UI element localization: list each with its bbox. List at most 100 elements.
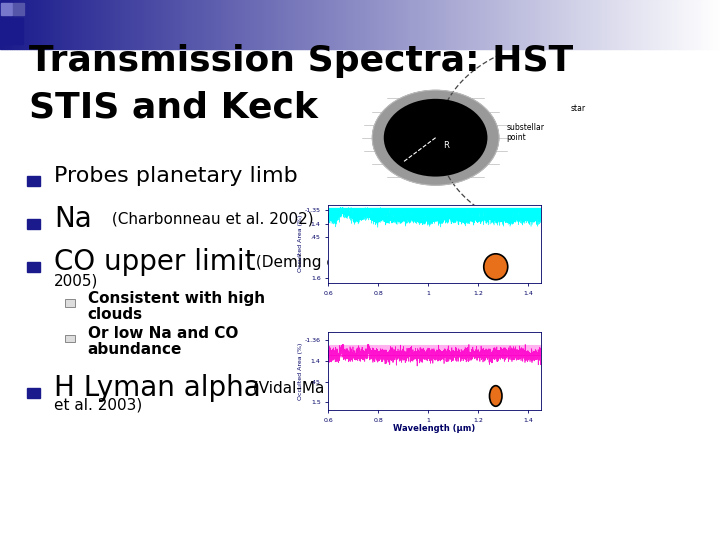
Bar	[564, 0, 567, 49]
Bar	[459, 0, 461, 49]
Bar	[7, 0, 9, 49]
Bar	[468, 0, 470, 49]
Bar	[125, 0, 127, 49]
Bar	[290, 0, 293, 49]
Bar	[571, 0, 574, 49]
Bar	[487, 0, 490, 49]
Bar	[209, 0, 211, 49]
Bar	[19, 0, 22, 49]
Bar	[0, 0, 2, 49]
Bar	[619, 0, 621, 49]
Bar	[715, 0, 718, 49]
Bar	[355, 0, 358, 49]
Bar	[718, 0, 720, 49]
Bar	[410, 0, 413, 49]
Bar	[221, 0, 223, 49]
Bar	[53, 0, 55, 49]
Text: R: R	[443, 141, 449, 151]
Bar	[218, 0, 221, 49]
Bar	[281, 0, 283, 49]
Bar	[698, 0, 701, 49]
Bar	[545, 0, 547, 49]
Bar	[554, 0, 557, 49]
Bar	[650, 0, 653, 49]
Bar	[192, 0, 194, 49]
Bar	[646, 0, 648, 49]
Bar	[96, 0, 99, 49]
Bar	[607, 0, 610, 49]
Bar	[451, 0, 454, 49]
Bar	[135, 0, 137, 49]
Bar	[427, 0, 430, 49]
Bar	[518, 0, 521, 49]
Bar	[439, 0, 441, 49]
Bar	[50, 0, 53, 49]
Bar	[689, 0, 691, 49]
Bar	[27, 176, 40, 186]
Bar	[84, 0, 86, 49]
Bar	[34, 0, 36, 49]
Bar	[194, 0, 197, 49]
Bar	[269, 0, 271, 49]
Bar	[394, 0, 396, 49]
Bar	[250, 0, 252, 49]
Text: Probes planetary limb: Probes planetary limb	[54, 166, 298, 186]
Bar	[233, 0, 235, 49]
Bar	[634, 0, 636, 49]
Bar	[562, 0, 564, 49]
Text: Na: Na	[54, 205, 91, 233]
Bar	[418, 0, 420, 49]
Bar	[353, 0, 355, 49]
Bar	[207, 0, 209, 49]
Bar	[171, 0, 173, 49]
Bar	[295, 0, 297, 49]
Bar	[333, 0, 336, 49]
Bar	[502, 0, 504, 49]
Bar	[477, 0, 480, 49]
Bar	[384, 0, 387, 49]
Bar	[581, 0, 583, 49]
Bar	[27, 388, 40, 398]
Bar	[279, 0, 281, 49]
Bar	[559, 0, 562, 49]
Bar	[684, 0, 686, 49]
Bar	[254, 0, 257, 49]
Bar	[1, 3, 12, 15]
Bar	[276, 0, 279, 49]
Bar	[701, 0, 703, 49]
Bar	[420, 0, 423, 49]
Bar	[552, 0, 554, 49]
Bar	[610, 0, 612, 49]
Bar	[706, 0, 708, 49]
Bar	[585, 0, 588, 49]
Bar	[660, 0, 662, 49]
Bar	[446, 0, 449, 49]
Bar	[189, 0, 192, 49]
Bar	[475, 0, 477, 49]
Bar	[665, 0, 667, 49]
Bar	[238, 0, 240, 49]
Bar	[360, 0, 362, 49]
Bar	[27, 219, 40, 229]
Bar	[598, 0, 600, 49]
Bar	[626, 0, 629, 49]
Bar	[45, 0, 48, 49]
Bar	[108, 0, 110, 49]
Bar	[9, 0, 12, 49]
Bar	[286, 0, 288, 49]
Bar	[377, 0, 379, 49]
Bar	[60, 0, 63, 49]
Bar	[358, 0, 360, 49]
Bar	[127, 0, 130, 49]
Bar	[338, 0, 341, 49]
Bar	[569, 0, 571, 49]
Bar	[574, 0, 576, 49]
Bar	[703, 0, 706, 49]
Bar	[430, 0, 432, 49]
Bar	[513, 0, 516, 49]
Bar	[77, 0, 79, 49]
Bar	[264, 0, 266, 49]
Bar	[283, 0, 286, 49]
Bar	[307, 0, 310, 49]
Bar	[677, 0, 679, 49]
